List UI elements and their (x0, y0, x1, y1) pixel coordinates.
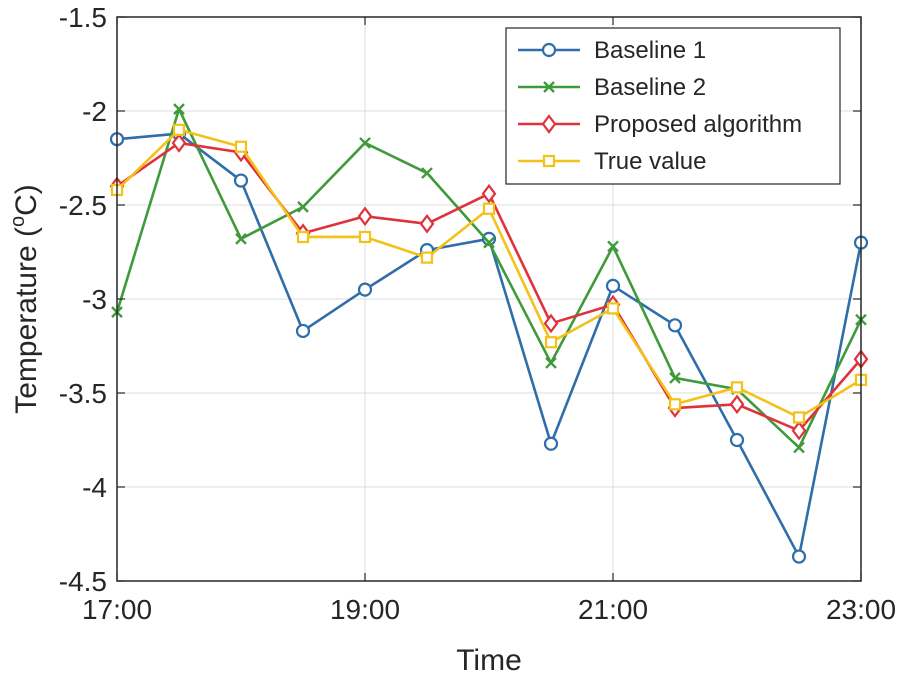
x-tick-label: 21:00 (578, 594, 648, 625)
y-tick-label: -1.5 (59, 2, 107, 33)
data-point (234, 140, 248, 153)
data-point (793, 441, 805, 454)
data-point (791, 420, 807, 441)
data-point (297, 201, 309, 213)
data-point (173, 103, 185, 115)
x-tick-label: 17:00 (82, 594, 152, 625)
data-point (420, 251, 434, 264)
x-tick-label: 19:00 (330, 594, 400, 625)
data-point (233, 173, 249, 188)
data-point (171, 133, 187, 153)
x-axis-label: Time (456, 644, 522, 676)
data-point (729, 394, 745, 415)
legend-marker (541, 114, 557, 134)
y-axis-ticks: -1.5 -2 -2.5 -3 -3.5 -4 -4.5 (59, 2, 861, 597)
legend-label: Baseline 2 (594, 74, 706, 101)
y-axis-label-end: C) (10, 184, 43, 216)
y-tick-label: -3.5 (59, 378, 107, 409)
data-point (296, 230, 310, 244)
data-point (668, 398, 682, 411)
y-tick-label: -2.5 (59, 190, 107, 221)
legend-item: True value (518, 148, 707, 175)
legend-item: Baseline 1 (518, 37, 706, 64)
data-point (357, 282, 373, 297)
data-point (792, 411, 806, 424)
legend-item: Baseline 2 (518, 74, 706, 101)
data-point (172, 123, 186, 136)
data-point (606, 302, 620, 315)
data-point (482, 202, 496, 215)
y-tick-label: -2 (82, 96, 107, 127)
y-tick-label: -3 (82, 284, 107, 315)
data-point (730, 381, 744, 394)
data-point (295, 323, 311, 339)
data-point (235, 232, 247, 245)
data-point (483, 236, 495, 249)
legend-marker (542, 154, 556, 168)
data-point (481, 183, 497, 204)
y-axis-label-main: Temperature ( (10, 227, 43, 414)
data-point (545, 357, 557, 369)
legend-item: Proposed algorithm (518, 111, 802, 138)
data-point (544, 336, 558, 349)
legend-marker (541, 42, 557, 58)
data-point (359, 137, 371, 149)
data-point (667, 318, 683, 333)
data-point (358, 230, 372, 244)
legend-label: Proposed algorithm (594, 111, 802, 138)
legend-label: Baseline 1 (594, 37, 706, 64)
y-axis-label: Temperature (oC) (7, 184, 43, 414)
legend-box (505, 27, 841, 185)
data-point (357, 206, 373, 227)
y-tick-label: -4 (82, 472, 107, 503)
legend-marker (543, 81, 555, 93)
legend: Baseline 1 Baseline 2 Proposed algorithm Tr… (505, 27, 841, 185)
data-point (669, 372, 681, 384)
y-axis-label-superscript: o (7, 216, 29, 227)
data-point (729, 432, 745, 448)
data-point (543, 313, 559, 334)
data-point (791, 549, 807, 564)
data-point (607, 240, 619, 253)
data-point (605, 278, 621, 293)
legend-label: True value (594, 148, 707, 175)
data-point (543, 436, 559, 451)
data-point (421, 167, 433, 179)
x-tick-label: 23:00 (826, 594, 896, 625)
data-point (419, 213, 435, 234)
y-tick-label: -4.5 (59, 566, 107, 597)
x-axis-ticks: 17:00 19:00 21:00 23:00 (82, 17, 896, 625)
